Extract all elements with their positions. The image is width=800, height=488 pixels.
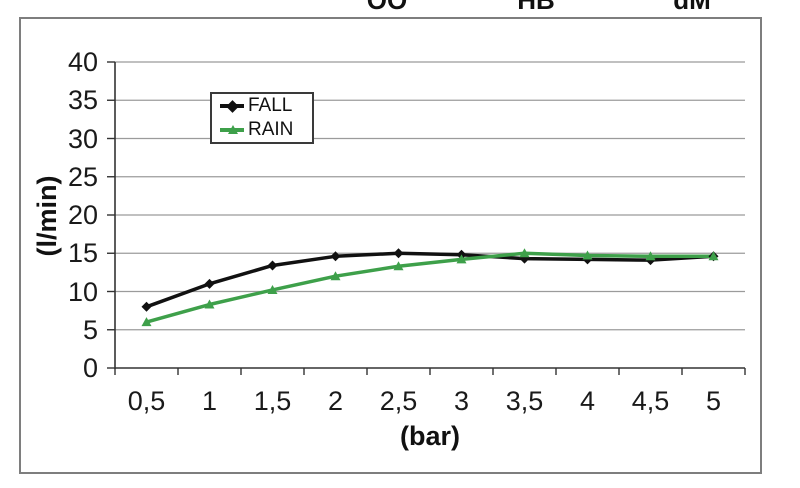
top-text-fragment-1: OO bbox=[339, 0, 435, 11]
y-tick-label: 15 bbox=[67, 238, 98, 269]
x-tick-label: 5 bbox=[705, 386, 722, 416]
legend-entry-rain: RAIN bbox=[220, 119, 312, 141]
y-tick-label: 30 bbox=[67, 123, 98, 154]
rain-marker-icon bbox=[228, 124, 238, 134]
x-tick-label: 3,5 bbox=[505, 386, 544, 416]
y-tick-label: 20 bbox=[67, 200, 98, 230]
y-tick-label: 0 bbox=[82, 353, 98, 383]
y-tick-label: 35 bbox=[67, 85, 98, 116]
legend-label-fall: FALL bbox=[248, 95, 293, 117]
rain-line-sample bbox=[220, 124, 244, 134]
top-text-fragment-2: HB bbox=[488, 0, 584, 11]
x-tick-label: 1,5 bbox=[253, 386, 292, 416]
legend-label-rain: RAIN bbox=[248, 118, 294, 140]
y-tick-label: 25 bbox=[67, 161, 98, 192]
legend: FALL RAIN bbox=[210, 92, 314, 144]
chart-frame bbox=[19, 17, 762, 474]
x-tick-label: 1 bbox=[201, 386, 218, 416]
y-tick-label: 40 bbox=[67, 47, 98, 77]
x-tick-label: 4,5 bbox=[631, 386, 670, 416]
y-tick-label: 10 bbox=[67, 276, 98, 307]
fall-line-sample bbox=[220, 99, 244, 113]
legend-entry-fall: FALL bbox=[220, 95, 312, 117]
x-tick-label: 2 bbox=[327, 386, 344, 416]
x-tick-label: 2,5 bbox=[379, 386, 418, 416]
x-tick-label: 0,5 bbox=[127, 386, 166, 416]
y-tick-label: 5 bbox=[82, 314, 98, 345]
fall-marker-icon bbox=[226, 99, 239, 113]
top-text-fragment-3: dM bbox=[644, 0, 740, 11]
x-tick-label: 3 bbox=[453, 386, 470, 416]
x-tick-label: 4 bbox=[579, 386, 596, 416]
x-axis-title: (bar) bbox=[400, 421, 460, 451]
y-axis-title: (l/min) bbox=[32, 175, 62, 257]
